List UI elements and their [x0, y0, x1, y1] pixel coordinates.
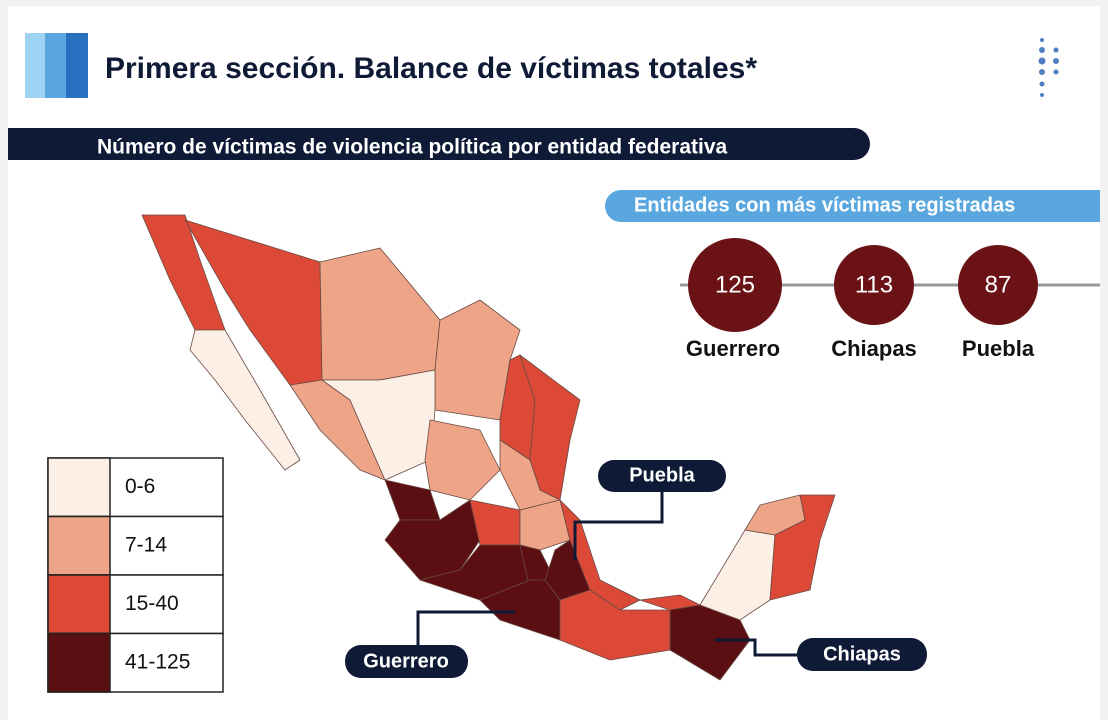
- legend-label: 15-40: [125, 592, 179, 615]
- legend-swatch: [47, 515, 111, 576]
- legend-label: 0-6: [125, 475, 155, 498]
- entity-label: Puebla: [962, 336, 1035, 361]
- top-banner: [605, 190, 1100, 222]
- state: [769, 494, 836, 601]
- entity-circle: [834, 245, 914, 325]
- legend-swatch: [47, 632, 111, 693]
- callout-label: Guerrero: [363, 650, 449, 672]
- callout-label: Chiapas: [823, 643, 901, 665]
- legend: 0-6 7-14 15-40 41-125: [47, 457, 224, 693]
- state: [384, 499, 481, 581]
- callout-label: Puebla: [629, 464, 695, 486]
- subtitle: Número de víctimas de violencia política…: [97, 136, 728, 159]
- callout-box: [345, 645, 468, 678]
- entity-circle: [688, 238, 782, 332]
- callout-box: [797, 638, 927, 671]
- state: [189, 329, 301, 471]
- legend-swatch: [47, 574, 111, 635]
- legend-swatch: [47, 457, 111, 518]
- top-entities: 125 Guerrero 113 Chiapas 87 Puebla: [686, 238, 1038, 361]
- entity-value: 113: [855, 271, 893, 298]
- entity-circle: [958, 245, 1038, 325]
- callout-box: [598, 460, 726, 492]
- map: [141, 214, 836, 681]
- top-title: Entidades con más víctimas registradas: [634, 194, 1015, 216]
- state: [519, 499, 571, 551]
- entity-label: Guerrero: [686, 336, 780, 361]
- subtitle-banner: [8, 128, 870, 160]
- legend-label: 7-14: [125, 533, 167, 556]
- entity-label: Chiapas: [831, 336, 917, 361]
- entity-value: 125: [715, 271, 755, 298]
- entity-value: 87: [985, 271, 1012, 298]
- dots-icon: [1038, 38, 1059, 97]
- header-icon: [66, 33, 88, 98]
- legend-label: 41-125: [125, 650, 190, 673]
- callout-lines: [416, 492, 797, 657]
- title: Primera sección. Balance de víctimas tot…: [105, 52, 757, 85]
